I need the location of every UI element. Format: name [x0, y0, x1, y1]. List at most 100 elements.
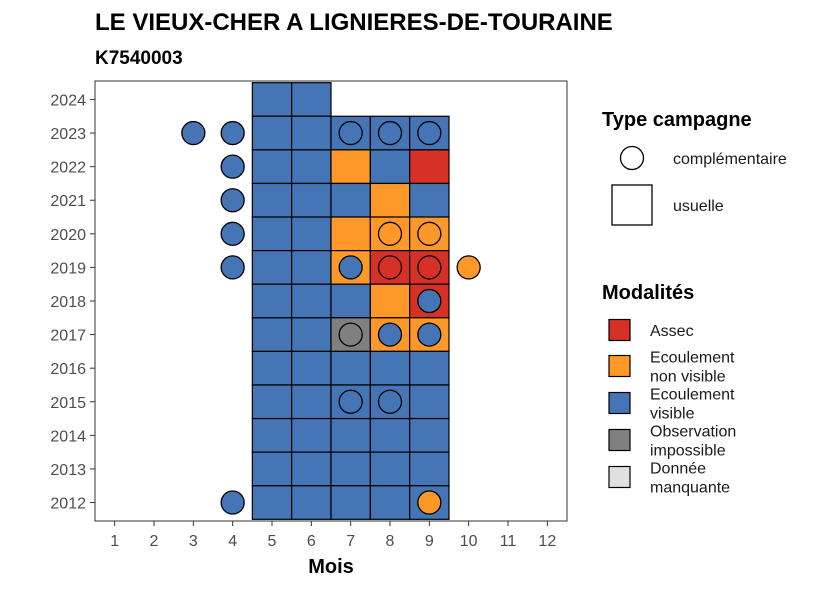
- point-2019-4: [220, 255, 245, 280]
- point-2017-7: [338, 322, 363, 347]
- tile-2019-5: [251, 250, 293, 285]
- legend-modalites-title: Modalités: [602, 282, 694, 304]
- complementaire-points: [181, 120, 481, 515]
- tile-2016-5: [251, 350, 293, 386]
- legend-circle-key: [619, 145, 645, 171]
- tile-2014-7: [330, 417, 371, 453]
- x-tick-label: 10: [460, 533, 478, 550]
- tile-2020-5: [251, 216, 293, 252]
- legend-key-observation_impossible: [608, 428, 631, 452]
- point-2018-9: [417, 288, 442, 314]
- tile-2013-8: [369, 451, 411, 487]
- tile-2015-5: [251, 384, 293, 420]
- tile-2018-7: [330, 283, 371, 319]
- legend-label-observation_impossible: Observation impossible: [650, 424, 736, 460]
- point-2017-9: [417, 322, 442, 347]
- point-2019-9: [417, 255, 442, 280]
- point-2020-9: [417, 221, 442, 246]
- legend-key-ecoulement_non_visible: [608, 354, 631, 378]
- tile-2022-8: [369, 149, 411, 185]
- point-2023-3: [181, 120, 206, 146]
- tile-2021-6: [291, 182, 332, 218]
- tile-2014-5: [251, 417, 293, 453]
- point-2023-8: [377, 120, 403, 146]
- legend-label-ecoulement_non_visible: Ecoulement non visible: [650, 350, 735, 386]
- tile-2018-5: [251, 283, 293, 319]
- legend-modalites: Modalités Assec Ecoulement non visibleEcou…: [602, 282, 736, 497]
- usuelle-tiles: [251, 82, 450, 520]
- y-tick-label: 2013: [50, 462, 86, 479]
- tile-2021-5: [251, 182, 293, 218]
- x-tick-label: 1: [110, 533, 119, 550]
- x-tick-label: 5: [268, 533, 277, 550]
- x-tick-label: 11: [500, 533, 517, 550]
- point-2021-4: [220, 188, 245, 213]
- y-tick-label: 2016: [50, 361, 86, 378]
- point-2023-9: [417, 120, 442, 146]
- tile-2022-6: [291, 149, 332, 185]
- tile-2019-6: [291, 250, 332, 285]
- tile-2014-6: [291, 417, 332, 453]
- legend-label-donnee_manquante: Donnée manquante: [650, 461, 730, 497]
- tile-2015-6: [291, 384, 332, 420]
- tile-2020-7: [330, 216, 371, 252]
- x-tick-label: 3: [189, 533, 198, 550]
- chart-title: LE VIEUX-CHER A LIGNIERES-DE-TOURAINE: [95, 9, 613, 36]
- x-tick-label: 6: [307, 533, 316, 550]
- legend-key-assec: [608, 318, 631, 342]
- x-axis: 1 2 3 4 5 6 7 8 9 10 11 12: [110, 521, 556, 550]
- point-2012-4: [220, 490, 245, 515]
- tile-2013-7: [330, 451, 371, 487]
- legend-type-title: Type campagne: [602, 109, 752, 131]
- point-2020-8: [377, 221, 403, 246]
- legend-type-campagne: Type campagne complémentaire usuelle: [602, 109, 787, 226]
- chart-subtitle: K7540003: [95, 48, 183, 69]
- tile-2018-8: [369, 283, 411, 319]
- y-tick-label: 2024: [50, 92, 86, 109]
- legend-label-assec: Assec: [650, 323, 694, 340]
- tile-2014-8: [369, 417, 411, 453]
- legend-complementaire-label: complémentaire: [673, 151, 787, 168]
- tile-2012-6: [291, 485, 332, 520]
- tile-2016-6: [291, 350, 332, 386]
- tile-2021-7: [330, 182, 371, 218]
- tile-2016-9: [409, 350, 450, 386]
- tile-2013-5: [251, 451, 293, 487]
- tile-2017-5: [251, 317, 293, 352]
- tile-2024-6: [291, 82, 332, 117]
- point-2023-4: [220, 120, 245, 146]
- x-tick-label: 2: [150, 533, 159, 550]
- tile-2016-8: [369, 350, 411, 386]
- y-tick-label: 2017: [50, 328, 86, 345]
- y-tick-label: 2014: [50, 428, 86, 445]
- x-tick-label: 9: [425, 533, 434, 550]
- tile-2012-7: [330, 485, 371, 520]
- tile-2013-6: [291, 451, 332, 487]
- tile-2013-9: [409, 451, 450, 487]
- y-tick-label: 2020: [50, 227, 86, 244]
- y-axis: 2012 2013 2014 2015 2016 2017 2018 2019 2020 2021…: [50, 92, 95, 513]
- y-tick-label: 2018: [50, 294, 86, 311]
- x-tick-label: 4: [228, 533, 237, 550]
- y-tick-label: 2021: [50, 193, 86, 210]
- tile-2021-9: [409, 182, 450, 218]
- tile-2022-7: [330, 149, 371, 185]
- tile-2023-6: [291, 115, 332, 151]
- plot-area: [94, 80, 568, 522]
- legend-usuelle-label: usuelle: [673, 198, 724, 215]
- point-2023-7: [338, 120, 363, 146]
- tile-2012-8: [369, 485, 411, 520]
- y-tick-label: 2012: [50, 496, 86, 513]
- x-axis-title: Mois: [308, 556, 354, 578]
- y-tick-label: 2022: [50, 160, 86, 177]
- y-tick-label: 2015: [50, 395, 86, 412]
- x-tick-label: 12: [538, 533, 556, 550]
- y-tick-label: 2023: [50, 126, 86, 143]
- tile-2022-5: [251, 149, 293, 185]
- point-2019-7: [338, 255, 363, 280]
- point-2022-4: [220, 154, 245, 179]
- legend-label-ecoulement_visible: Ecoulement visible: [650, 387, 735, 423]
- tile-2021-8: [369, 182, 411, 218]
- tile-2012-5: [251, 485, 293, 520]
